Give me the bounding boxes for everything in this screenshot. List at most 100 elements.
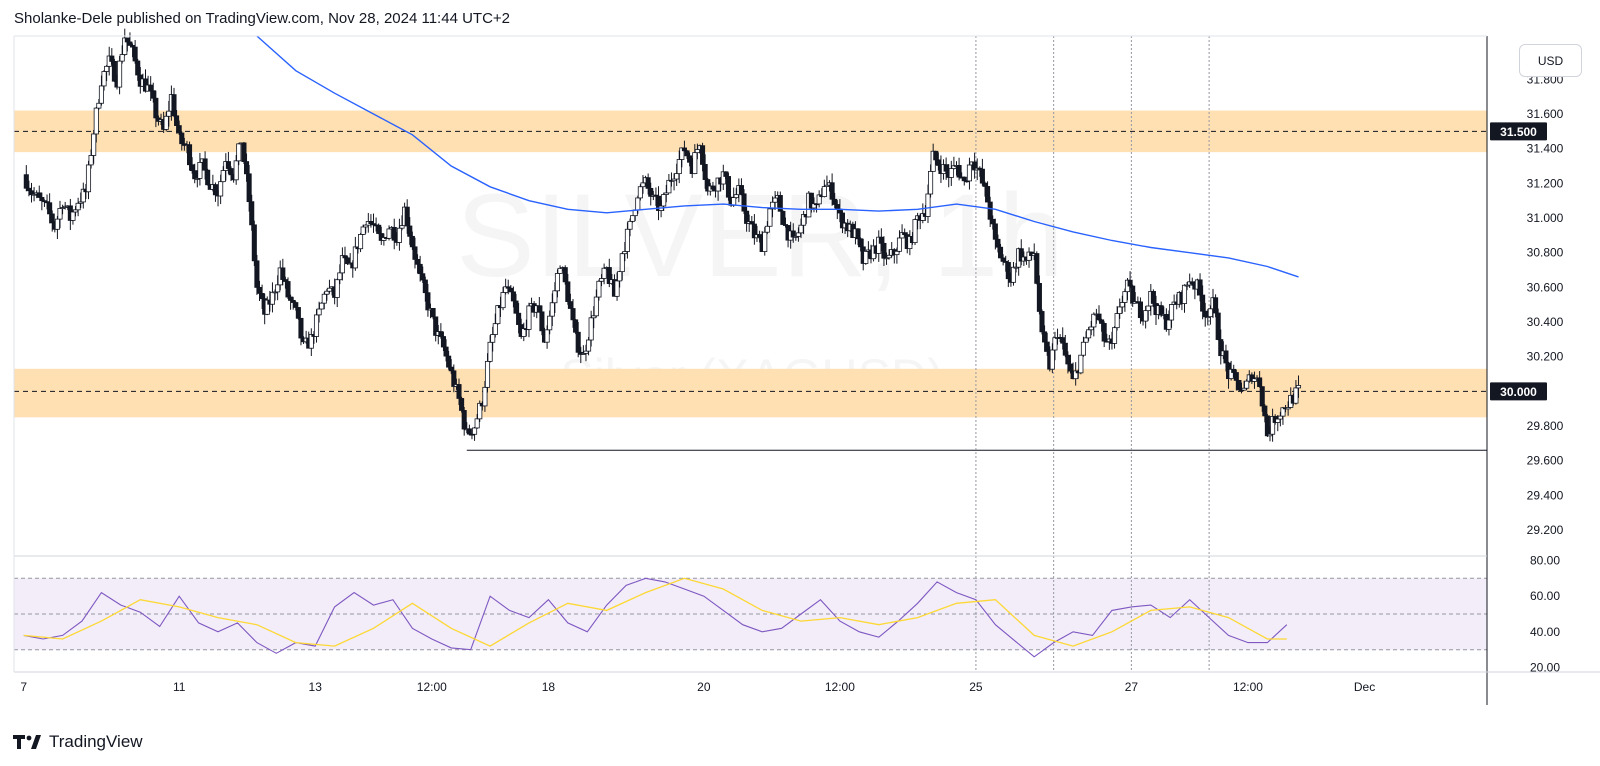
candle-body bbox=[562, 267, 568, 283]
candle bbox=[75, 197, 81, 217]
candle-body bbox=[124, 37, 130, 43]
candle-body bbox=[1158, 305, 1164, 316]
candle-body bbox=[1086, 329, 1092, 339]
candle bbox=[1213, 294, 1219, 318]
candle bbox=[482, 381, 488, 412]
candle-body bbox=[702, 164, 708, 180]
candle bbox=[557, 265, 563, 274]
candle-body bbox=[834, 204, 840, 210]
candle-body bbox=[1150, 291, 1156, 304]
candle-body bbox=[251, 224, 257, 262]
candle bbox=[1127, 271, 1133, 288]
price-tick-2: 31.400 bbox=[1527, 142, 1564, 156]
candle bbox=[412, 237, 418, 269]
candle bbox=[1039, 309, 1045, 335]
candle-body bbox=[295, 307, 301, 319]
candle-body bbox=[943, 164, 949, 172]
candle-body bbox=[1277, 415, 1283, 420]
candle bbox=[109, 48, 115, 65]
candle bbox=[839, 210, 846, 234]
candle-body bbox=[539, 311, 545, 332]
candle-body bbox=[674, 173, 680, 180]
candle-body bbox=[280, 267, 286, 280]
candle-body bbox=[57, 208, 63, 220]
candle-body bbox=[645, 177, 651, 189]
candle bbox=[352, 236, 358, 271]
candle-body bbox=[96, 102, 102, 109]
currency-selector[interactable]: USD bbox=[1519, 44, 1582, 77]
candle-body bbox=[619, 253, 625, 273]
time-axis-ticks[interactable]: 7 11 13 12:00 18 20 12:00 25 27 12:00 Dec bbox=[20, 680, 1375, 694]
candle bbox=[49, 210, 55, 232]
candle bbox=[430, 307, 436, 320]
candle-body bbox=[912, 219, 918, 243]
rsi_ma-line bbox=[23, 577, 1287, 647]
candle bbox=[554, 269, 561, 298]
candle-body bbox=[723, 171, 729, 177]
candle-body bbox=[298, 317, 304, 339]
tradingview-logo-icon bbox=[13, 735, 41, 749]
candle bbox=[1096, 305, 1102, 322]
candle-body bbox=[513, 300, 519, 314]
price-tick-4: 31.000 bbox=[1527, 211, 1564, 225]
rsi-band bbox=[14, 577, 1487, 651]
candle-body bbox=[420, 273, 426, 281]
moving-average-line bbox=[256, 35, 1299, 278]
candle-body bbox=[767, 208, 773, 227]
candle-body bbox=[552, 290, 558, 304]
candle-body bbox=[119, 54, 125, 62]
candle-body bbox=[246, 173, 252, 203]
candle bbox=[956, 157, 962, 181]
candle-body bbox=[404, 206, 410, 227]
candle bbox=[985, 181, 991, 203]
brand-footer[interactable]: TradingView bbox=[13, 732, 143, 752]
candle bbox=[41, 199, 47, 207]
candle-body bbox=[586, 339, 592, 352]
candle-body bbox=[148, 84, 154, 92]
candle bbox=[339, 247, 345, 281]
candle-body bbox=[132, 46, 138, 62]
candle-body bbox=[635, 197, 641, 211]
candle-body bbox=[179, 132, 185, 145]
candle bbox=[236, 143, 242, 166]
candle bbox=[762, 227, 768, 256]
candle-body bbox=[624, 228, 630, 252]
candle-body bbox=[75, 202, 81, 211]
candle-body bbox=[117, 60, 123, 88]
candle bbox=[28, 182, 35, 203]
price-axis-ticks[interactable]: 31.80031.60031.40031.20031.00030.80030.6… bbox=[1527, 72, 1564, 537]
candle-body bbox=[858, 238, 864, 248]
candle-body bbox=[474, 418, 480, 429]
candle-body bbox=[1264, 415, 1270, 437]
candle-body bbox=[1088, 326, 1094, 331]
candle bbox=[601, 263, 607, 285]
candle-body bbox=[500, 292, 506, 309]
candle-body bbox=[881, 242, 887, 259]
candle bbox=[285, 277, 291, 299]
candle bbox=[228, 166, 234, 182]
candle bbox=[565, 273, 571, 305]
candle bbox=[961, 176, 967, 186]
candle-body bbox=[187, 144, 193, 166]
candle-body bbox=[731, 197, 737, 206]
candle-body bbox=[425, 292, 431, 311]
candle-body bbox=[93, 107, 99, 135]
candle-body bbox=[725, 176, 732, 198]
time-tick-9: 12:00 bbox=[1233, 680, 1263, 694]
candle-body bbox=[575, 331, 581, 353]
candle-body bbox=[446, 355, 452, 368]
price-tick-3: 31.200 bbox=[1527, 176, 1564, 190]
candle bbox=[47, 193, 53, 224]
candle-body bbox=[637, 186, 643, 199]
candle bbox=[425, 283, 431, 317]
candle-body bbox=[733, 194, 739, 199]
candle-body bbox=[1117, 306, 1123, 314]
candle bbox=[119, 45, 125, 64]
candle-body bbox=[490, 334, 496, 343]
candle-body bbox=[1119, 302, 1125, 308]
candle-body bbox=[313, 314, 320, 337]
candle-body bbox=[676, 159, 682, 175]
time-tick-1: 11 bbox=[173, 680, 186, 694]
candle-body bbox=[269, 291, 275, 305]
